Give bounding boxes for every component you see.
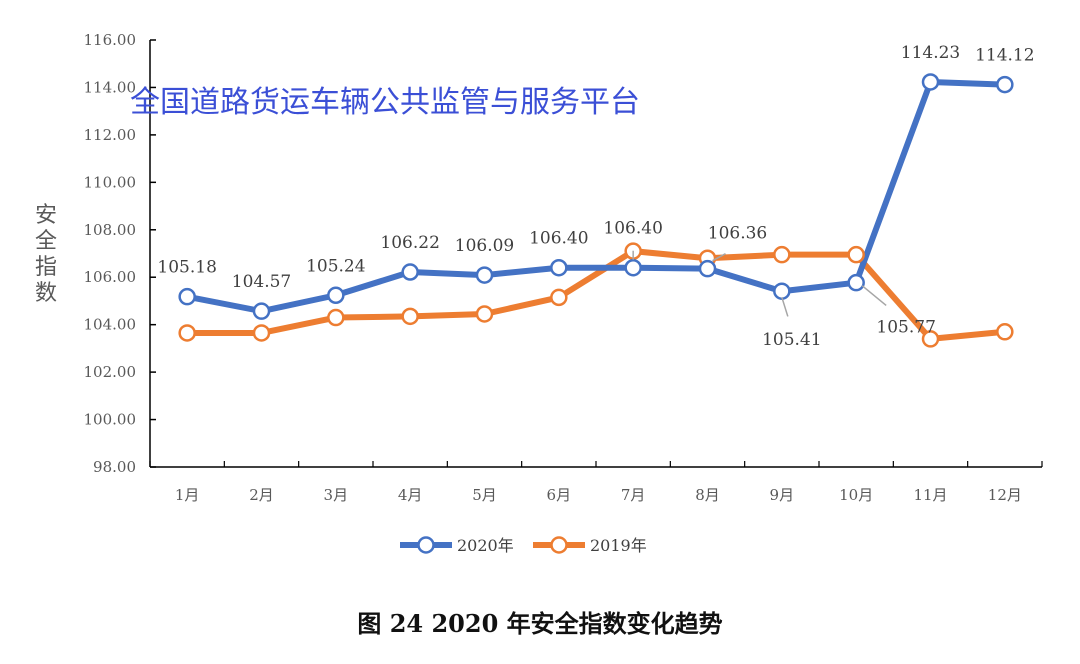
x-tick-label: 10月 — [839, 486, 873, 504]
data-label: 105.77 — [876, 318, 935, 338]
data-point — [401, 307, 419, 326]
data-point — [921, 73, 940, 91]
y-tick-label: 114.00 — [84, 78, 137, 96]
x-tick-label: 12月 — [988, 486, 1022, 504]
x-tick-label: 9月 — [770, 486, 795, 504]
legend-marker — [417, 536, 435, 554]
y-tick-label: 100.00 — [84, 411, 137, 429]
data-point — [847, 245, 865, 264]
data-label: 105.41 — [762, 330, 821, 350]
data-label: 106.40 — [529, 229, 588, 249]
data-label: 106.22 — [380, 233, 439, 253]
data-point — [921, 330, 940, 348]
data-point — [178, 287, 196, 306]
x-tick-label: 3月 — [324, 486, 349, 504]
series-line-2019年 — [187, 248, 1006, 342]
data-point — [252, 324, 271, 342]
data-label: 106.40 — [603, 219, 662, 239]
y-tick-label: 108.00 — [84, 221, 137, 239]
data-label: 114.12 — [975, 46, 1034, 66]
leader-line — [781, 296, 789, 317]
data-point — [773, 245, 791, 264]
data-point — [550, 258, 568, 277]
data-point — [475, 266, 494, 284]
leader-line — [861, 285, 887, 307]
data-point — [847, 273, 865, 292]
data-point — [178, 324, 196, 342]
data-point — [996, 323, 1014, 341]
data-point — [773, 282, 791, 300]
x-tick-label: 5月 — [472, 486, 497, 504]
data-point — [401, 263, 419, 281]
data-label: 104.57 — [232, 272, 291, 292]
x-tick-label: 1月 — [175, 486, 200, 504]
y-tick-label: 98.00 — [93, 458, 136, 476]
y-tick-label: 110.00 — [84, 173, 137, 191]
data-point — [996, 75, 1014, 94]
y-tick-label: 106.00 — [84, 268, 137, 286]
data-label: 105.24 — [306, 256, 365, 276]
data-label: 106.09 — [455, 236, 514, 256]
x-tick-label: 7月 — [621, 486, 646, 504]
series-line-2020年 — [186, 78, 1005, 315]
leader-line — [712, 253, 726, 262]
x-tick-label: 2月 — [249, 486, 274, 504]
data-point — [475, 305, 494, 323]
legend-label: 2019年 — [590, 536, 647, 555]
legend-label: 2020年 — [457, 536, 514, 555]
data-point — [624, 258, 642, 277]
y-tick-label: 116.00 — [84, 31, 137, 49]
data-point — [252, 302, 271, 320]
data-label: 105.18 — [157, 258, 216, 278]
watermark: 全国道路货运车辆公共监管与服务平台 — [130, 85, 640, 120]
y-tick-label: 104.00 — [84, 316, 137, 334]
figure-caption: 图 24 2020 年安全指数变化趋势 — [357, 609, 722, 638]
data-point — [550, 288, 568, 307]
data-label: 114.23 — [901, 43, 960, 63]
data-label: 106.36 — [708, 224, 767, 244]
legend-marker — [550, 536, 568, 554]
x-tick-label: 8月 — [695, 486, 720, 504]
x-tick-label: 4月 — [398, 486, 423, 504]
data-point — [327, 308, 345, 327]
y-tick-label: 112.00 — [84, 126, 137, 144]
x-tick-label: 6月 — [547, 486, 572, 504]
y-tick-label: 102.00 — [84, 363, 137, 381]
y-axis-label: 安全指数 — [35, 203, 57, 306]
x-tick-label: 11月 — [913, 486, 947, 504]
data-point — [698, 259, 717, 278]
data-point — [327, 286, 345, 305]
